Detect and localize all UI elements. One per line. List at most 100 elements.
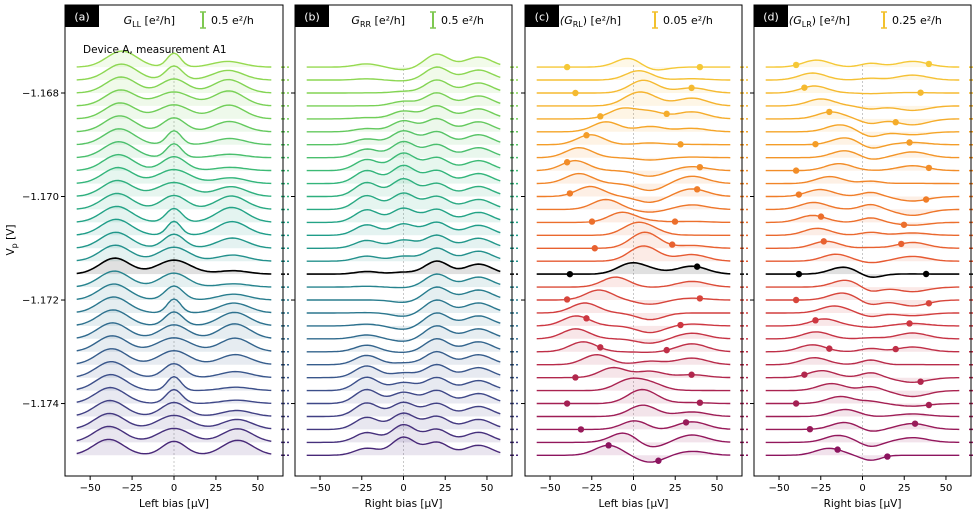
gap-edge-marker — [591, 245, 598, 252]
trace-line — [76, 348, 272, 365]
trace-line — [765, 331, 960, 340]
trace-fill — [536, 199, 731, 213]
y-tick-label: −1.174 — [22, 399, 59, 410]
x-tick-label: 25 — [898, 483, 911, 494]
trace-line — [76, 231, 272, 249]
gap-edge-marker — [563, 63, 571, 71]
trace-fill — [76, 439, 272, 456]
x-tick-label: −50 — [309, 483, 330, 494]
trace-line — [536, 302, 731, 321]
gap-edge-marker — [826, 108, 833, 116]
trace-line — [536, 211, 731, 224]
trace-fill — [306, 338, 501, 353]
trace-fill — [536, 107, 731, 119]
gap-edge-marker — [806, 425, 814, 433]
trace-line — [765, 266, 960, 279]
trace-line — [76, 153, 272, 172]
trace-fill — [306, 413, 501, 430]
trace-line — [76, 257, 272, 275]
gap-edge-marker — [696, 295, 704, 302]
device-annotation: Device A, measurement A1 — [83, 44, 227, 56]
gap-edge-marker — [563, 296, 571, 303]
trace-line — [76, 166, 272, 185]
x-tick-label: 0 — [859, 483, 865, 494]
gap-edge-marker — [696, 399, 704, 406]
trace-fill — [765, 215, 960, 226]
x-tick-label: 50 — [251, 483, 264, 494]
trace-fill — [536, 232, 731, 249]
trace-line — [306, 401, 501, 418]
trace-fill — [765, 254, 960, 263]
trace-fill — [306, 389, 501, 404]
trace-fill — [765, 86, 960, 94]
trace-line — [306, 192, 501, 211]
x-tick-label: 25 — [439, 483, 452, 494]
scale-bar-label: 0.05 e²/h — [663, 14, 713, 27]
trace-fill — [76, 297, 272, 313]
trace-line — [306, 164, 501, 185]
trace-fill — [76, 387, 272, 404]
gap-edge-marker — [671, 218, 679, 225]
gap-edge-marker — [801, 84, 808, 91]
x-tick-label: −25 — [810, 483, 831, 494]
trace-fill — [536, 212, 731, 223]
gap-edge-marker — [572, 89, 579, 97]
trace-fill — [76, 232, 272, 249]
trace-line — [536, 404, 731, 418]
trace-fill — [306, 300, 501, 317]
trace-line — [306, 388, 501, 405]
trace-fill — [765, 409, 960, 417]
trace-fill — [76, 64, 272, 80]
gap-edge-marker — [566, 190, 574, 197]
panel-tag-box — [295, 5, 329, 27]
trace-fill — [76, 374, 272, 391]
trace-fill — [306, 141, 501, 158]
trace-line — [306, 152, 501, 172]
panel-tag-box — [65, 5, 99, 27]
trace-fill — [306, 261, 501, 275]
trace-line — [76, 218, 272, 236]
trace-fill — [536, 245, 731, 262]
trace-line — [765, 305, 960, 318]
gap-edge-marker — [906, 320, 913, 327]
trace-line — [765, 175, 960, 185]
gap-edge-marker — [583, 132, 590, 139]
gap-edge-marker — [566, 270, 574, 278]
trace-fill — [306, 67, 501, 81]
trace-fill — [306, 192, 501, 210]
x-tick-label: 0 — [630, 483, 636, 494]
trace-line — [76, 412, 272, 430]
trace-fill — [76, 89, 272, 106]
gap-edge-marker — [682, 419, 690, 426]
trace-line — [306, 423, 501, 444]
trace-fill — [765, 396, 960, 407]
trace-fill — [76, 128, 272, 145]
trace-fill — [76, 167, 272, 184]
gap-edge-marker — [583, 315, 590, 322]
trace-line — [765, 382, 960, 398]
trace-fill — [765, 306, 960, 317]
trace-line — [536, 377, 731, 392]
trace-line — [765, 356, 960, 366]
trace-line — [76, 115, 272, 133]
trace-line — [536, 353, 731, 366]
gap-edge-marker — [820, 238, 827, 245]
trace-fill — [765, 370, 960, 383]
scale-bar-label: 0.25 e²/h — [892, 14, 942, 27]
trace-fill — [536, 80, 731, 93]
trace-line — [306, 325, 501, 342]
panel-a: −50 −25 0 25 50 −1.168 −1.170 −1.172 −1.174 Left … — [22, 4, 289, 510]
x-axis-label: Left bias [μV] — [599, 498, 669, 510]
trace-fill — [306, 364, 501, 378]
gap-edge-marker — [577, 426, 585, 433]
trace-fill — [76, 141, 272, 158]
gap-edge-marker — [597, 113, 604, 120]
panel-d: −50 −25 0 25 50 Right bias [μV] (d) A(GLR) [e²/… — [750, 4, 975, 510]
trace-line — [536, 79, 731, 94]
trace-fill — [306, 165, 501, 184]
trace-line — [765, 240, 960, 249]
trace-line — [536, 69, 731, 81]
trace-line — [536, 276, 731, 288]
trace-line — [306, 79, 501, 94]
gap-edge-marker — [696, 63, 704, 71]
